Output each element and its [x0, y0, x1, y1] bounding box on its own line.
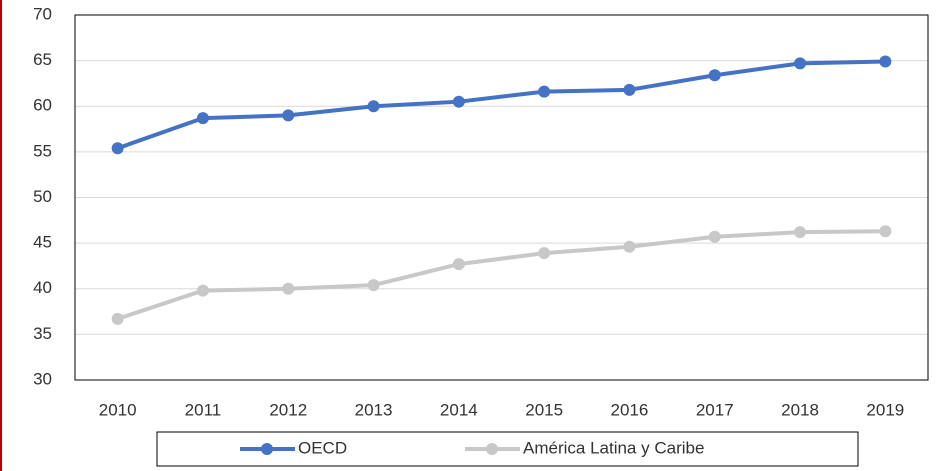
legend-marker	[261, 443, 273, 455]
frame-edge	[0, 0, 2, 471]
point	[196, 112, 209, 125]
y-tick-label: 55	[33, 141, 52, 160]
point	[794, 226, 807, 239]
point	[196, 284, 209, 297]
point	[538, 85, 551, 98]
x-tick-label: 2015	[525, 400, 563, 419]
point	[538, 247, 551, 260]
x-tick-label: 2018	[781, 400, 819, 419]
x-tick-label: 2013	[355, 400, 393, 419]
y-tick-label: 65	[33, 50, 52, 69]
point	[282, 282, 295, 295]
point	[879, 225, 892, 238]
y-tick-label: 40	[33, 278, 52, 297]
point	[708, 230, 721, 243]
x-tick-label: 2019	[866, 400, 904, 419]
point	[623, 83, 636, 96]
legend-marker	[486, 443, 498, 455]
series-line	[116, 59, 886, 151]
x-tick-label: 2014	[440, 400, 478, 419]
point	[708, 69, 721, 82]
x-tick-label: 2016	[611, 400, 649, 419]
legend-label: América Latina y Caribe	[523, 438, 704, 457]
point	[367, 279, 380, 292]
x-tick-label: 2011	[185, 400, 222, 419]
y-tick-label: 70	[33, 4, 52, 23]
y-tick-label: 30	[33, 369, 52, 388]
legend-label: OECD	[298, 438, 347, 457]
point	[111, 312, 124, 325]
point	[623, 240, 636, 253]
point	[794, 57, 807, 70]
y-tick-label: 50	[33, 187, 52, 206]
point	[282, 109, 295, 122]
y-tick-label: 35	[33, 324, 52, 343]
point	[452, 95, 465, 108]
x-tick-label: 2017	[696, 400, 734, 419]
legend-box	[156, 431, 859, 467]
point	[111, 142, 124, 155]
x-tick-label: 2012	[269, 400, 307, 419]
point	[452, 258, 465, 271]
x-tick-label: 2010	[99, 400, 137, 419]
y-tick-label: 45	[33, 233, 52, 252]
point	[367, 100, 380, 113]
plot-border	[74, 14, 929, 381]
y-tick-label: 60	[33, 96, 52, 115]
point	[879, 55, 892, 68]
series-line	[117, 229, 886, 321]
